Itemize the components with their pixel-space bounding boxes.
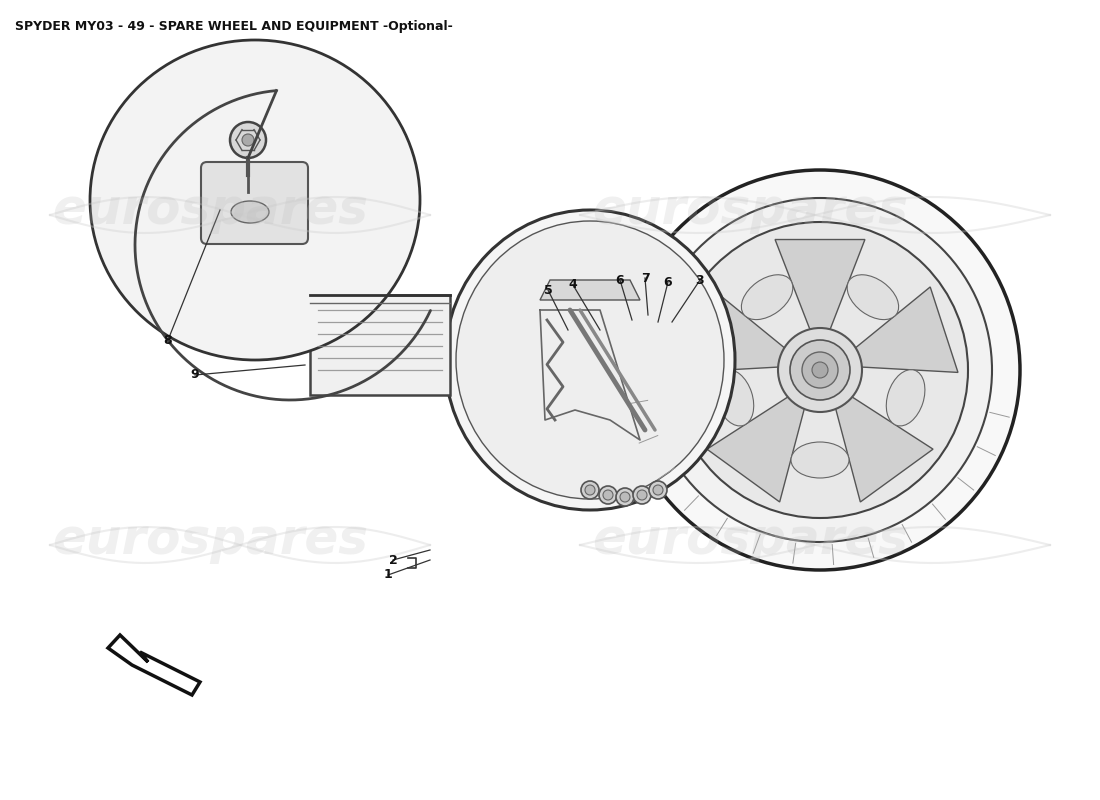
Ellipse shape <box>90 40 420 360</box>
Ellipse shape <box>715 370 754 426</box>
Circle shape <box>620 492 630 502</box>
Text: 6: 6 <box>663 275 672 289</box>
Circle shape <box>585 485 595 495</box>
Text: 3: 3 <box>695 274 704 286</box>
Text: eurospares: eurospares <box>592 186 908 234</box>
Text: eurospares: eurospares <box>52 186 368 234</box>
Polygon shape <box>108 635 200 695</box>
Circle shape <box>620 170 1020 570</box>
Text: 1: 1 <box>384 569 393 582</box>
Ellipse shape <box>887 370 925 426</box>
Ellipse shape <box>231 201 270 223</box>
Circle shape <box>230 122 266 158</box>
Circle shape <box>812 362 828 378</box>
Text: SPYDER MY03 - 49 - SPARE WHEEL AND EQUIPMENT -Optional-: SPYDER MY03 - 49 - SPARE WHEEL AND EQUIP… <box>15 20 453 33</box>
Polygon shape <box>707 397 804 502</box>
Circle shape <box>672 222 968 518</box>
Circle shape <box>581 481 600 499</box>
Circle shape <box>790 340 850 400</box>
Circle shape <box>600 486 617 504</box>
Polygon shape <box>540 280 640 300</box>
Circle shape <box>603 490 613 500</box>
Ellipse shape <box>446 210 735 510</box>
Polygon shape <box>310 295 450 395</box>
Text: 5: 5 <box>543 283 552 297</box>
FancyBboxPatch shape <box>201 162 308 244</box>
Ellipse shape <box>791 442 849 478</box>
Circle shape <box>616 488 634 506</box>
Polygon shape <box>682 287 784 373</box>
Circle shape <box>802 352 838 388</box>
Circle shape <box>242 134 254 146</box>
Text: 7: 7 <box>640 271 649 285</box>
Circle shape <box>653 485 663 495</box>
Polygon shape <box>856 287 958 373</box>
Circle shape <box>637 490 647 500</box>
Circle shape <box>648 198 992 542</box>
Text: eurospares: eurospares <box>52 516 368 564</box>
Polygon shape <box>836 397 933 502</box>
Circle shape <box>778 328 862 412</box>
Text: 2: 2 <box>388 554 397 566</box>
Ellipse shape <box>741 274 793 320</box>
Polygon shape <box>776 239 865 330</box>
Text: 4: 4 <box>569 278 578 291</box>
Text: eurospares: eurospares <box>592 516 908 564</box>
Circle shape <box>632 486 651 504</box>
Text: 8: 8 <box>164 334 173 346</box>
Text: 9: 9 <box>190 369 199 382</box>
Circle shape <box>649 481 667 499</box>
Ellipse shape <box>456 221 724 499</box>
Ellipse shape <box>847 274 899 320</box>
Text: 6: 6 <box>616 274 625 286</box>
